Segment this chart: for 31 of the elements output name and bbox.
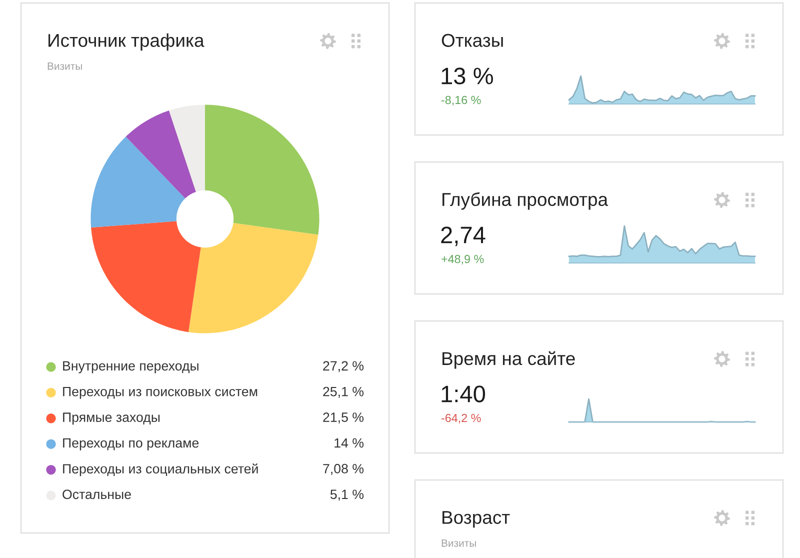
text: 13 % xyxy=(442,68,493,84)
text: 1:40 xyxy=(442,386,486,402)
legend-label: Внутренние переходы xyxy=(63,361,198,374)
chart-title: Глубина просмотра xyxy=(442,192,608,210)
donut-slice xyxy=(205,104,320,235)
chart-title: Отказы xyxy=(442,34,503,47)
text: +48,9 % xyxy=(442,254,484,265)
data-label: 25,1 % xyxy=(323,386,364,398)
chart-title: Источник трафика xyxy=(48,33,204,51)
data-label: 7,08 % xyxy=(323,464,364,475)
donut-slice xyxy=(91,221,201,332)
chart-subtitle: Визиты xyxy=(48,62,82,70)
text: -8,16 % xyxy=(442,96,481,106)
legend-label: Переходы по рекламе xyxy=(63,438,199,450)
donut-slice xyxy=(90,136,186,228)
data-label: 27,2 % xyxy=(323,361,364,372)
legend-label: Переходы из поисковых систем xyxy=(63,386,258,399)
legend-label: Переходы из социальных сетей xyxy=(63,463,258,476)
text: -64,2 % xyxy=(442,414,481,424)
donut-slice xyxy=(126,110,196,198)
chart-title: Время на сайте xyxy=(442,351,575,369)
text: Визиты xyxy=(442,540,476,547)
legend-label: Остальные xyxy=(62,490,131,500)
donut-slice xyxy=(168,104,205,192)
text: Возраст xyxy=(442,511,510,528)
legend-label: Прямые заходы xyxy=(63,412,160,425)
text: 2,74 xyxy=(441,226,486,246)
donut-slice xyxy=(188,222,318,334)
data-label: 14 % xyxy=(334,438,364,448)
data-label: 5,1 % xyxy=(330,490,364,501)
data-label: 21,5 % xyxy=(323,412,364,424)
